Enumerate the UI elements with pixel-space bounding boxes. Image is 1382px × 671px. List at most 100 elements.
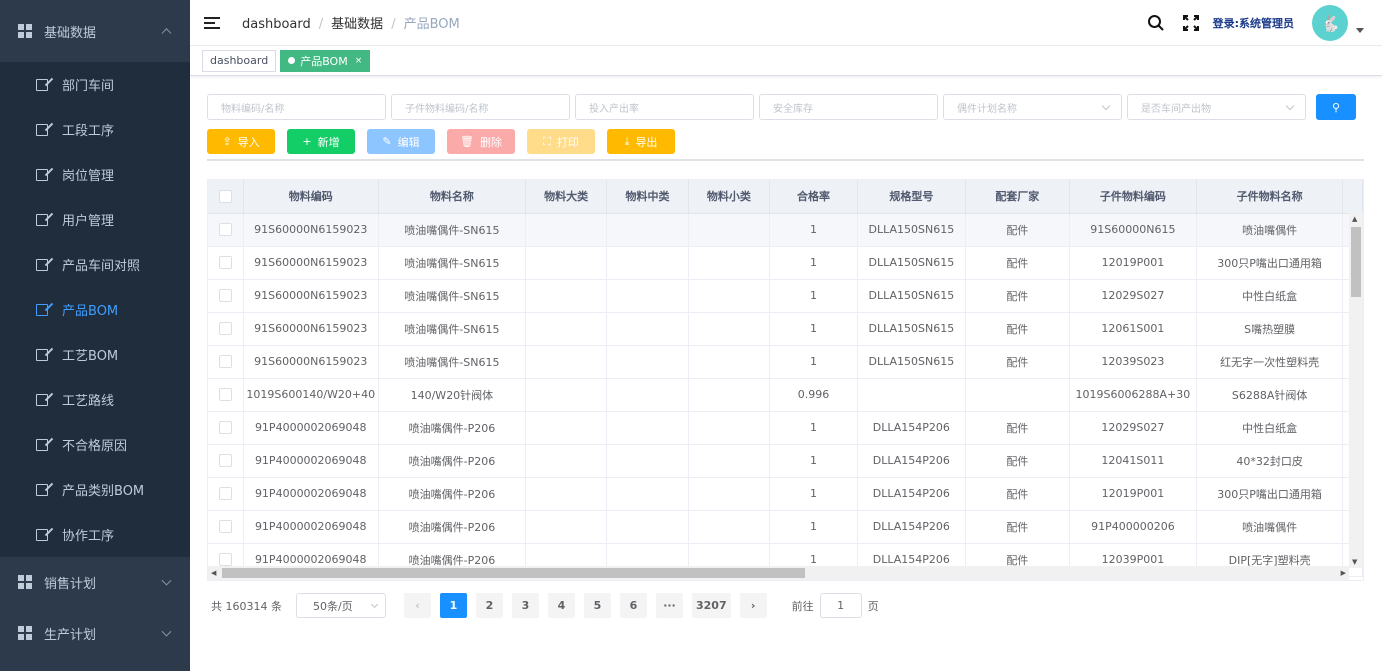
hamburger-icon[interactable] (204, 16, 220, 29)
tag-dashboard[interactable]: dashboard (202, 49, 277, 72)
column-header[interactable]: 物料名称 (378, 180, 527, 214)
table-cell (606, 279, 689, 313)
page-button[interactable]: 1 (439, 593, 467, 618)
filter-select[interactable]: 偶件计划名称 (943, 94, 1122, 120)
table-cell: 91P4000002069048 (243, 510, 379, 544)
table-cell: 喷油嘴偶件-SN615 (378, 246, 527, 280)
sidebar-item[interactable]: 工艺路线 (0, 377, 190, 422)
menu-group-production-plan[interactable]: 生产计划 (0, 607, 190, 659)
edit-icon (36, 528, 48, 541)
filter-input[interactable]: 子件物料编码/名称 (391, 94, 570, 120)
sidebar-item[interactable]: 工段工序 (0, 107, 190, 152)
sidebar-item[interactable]: 不合格原因 (0, 422, 190, 467)
breadcrumb-item: 产品BOM (403, 17, 460, 32)
vertical-scrollbar[interactable]: ▲ ▼ (1349, 213, 1363, 568)
row-checkbox[interactable] (218, 388, 232, 402)
goto-page-input[interactable]: 1 (819, 593, 862, 618)
plus-button[interactable]: + 新增 (287, 129, 355, 154)
row-checkbox[interactable] (218, 520, 232, 534)
table-cell (606, 477, 689, 511)
sidebar-item[interactable]: 部门车间 (0, 62, 190, 107)
column-header[interactable]: 子件物料编码 (1069, 180, 1197, 214)
avatar[interactable]: 🐇 (1312, 5, 1348, 41)
filter-input[interactable]: 物料编码/名称 (207, 94, 386, 120)
column-header[interactable]: 物料大类 (525, 180, 608, 214)
row-checkbox[interactable] (218, 355, 232, 369)
filter-input[interactable]: 投入产出率 (575, 94, 754, 120)
sidebar-item[interactable]: 产品类别BOM (0, 467, 190, 512)
sidebar-item[interactable]: 工艺BOM (0, 332, 190, 377)
row-checkbox[interactable] (218, 454, 232, 468)
table-row[interactable]: 91P4000002069048 喷油嘴偶件-P206 1 DLLA154P206 配件… (208, 510, 1363, 544)
page-button[interactable]: 2 (475, 593, 503, 618)
button-label: 新增 (317, 135, 340, 149)
table-row[interactable]: 91P4000002069048 喷油嘴偶件-P206 1 DLLA154P206 配件… (208, 444, 1363, 478)
search-icon[interactable] (1147, 14, 1165, 32)
page-size-select[interactable]: 50条/页 (295, 593, 386, 618)
caret-down-icon[interactable] (1356, 27, 1364, 33)
column-header[interactable]: 合格率 (769, 180, 859, 214)
sidebar-item[interactable]: 协作工序 (0, 512, 190, 557)
column-header[interactable]: 配套厂家 (965, 180, 1071, 214)
column-header[interactable]: 规格型号 (857, 180, 966, 214)
sidebar-item-label: 工段工序 (62, 124, 115, 139)
row-checkbox[interactable] (218, 487, 232, 501)
download-button[interactable]: ⤓ 导出 (607, 129, 675, 154)
sidebar-item[interactable]: 岗位管理 (0, 152, 190, 197)
table-row[interactable]: 1019S600140/W20+40 140/W20针阀体 0.996 1019S60… (208, 378, 1363, 412)
page-button[interactable]: 4 (547, 593, 575, 618)
column-header[interactable]: 物料编码 (243, 180, 379, 214)
page-button[interactable]: 5 (583, 593, 611, 618)
breadcrumb-item[interactable]: dashboard (242, 17, 311, 32)
column-header[interactable]: 物料小类 (688, 180, 770, 214)
delete-button[interactable]: 🗑 删除 (447, 129, 515, 154)
sidebar-item[interactable]: 用户管理 (0, 197, 190, 242)
edit-button[interactable]: ✎ 编辑 (367, 129, 435, 154)
prev-page-button[interactable]: ‹ (403, 593, 431, 618)
sidebar-item[interactable]: 产品车间对照 (0, 242, 190, 287)
breadcrumb-item[interactable]: 基础数据 (331, 17, 384, 32)
table-row[interactable]: 91P4000002069048 喷油嘴偶件-P206 1 DLLA154P206 配件… (208, 411, 1363, 445)
table-row[interactable]: 91S60000N6159023 喷油嘴偶件-SN615 1 DLLA150SN615… (208, 213, 1363, 247)
search-button[interactable]: ⚲ (1316, 94, 1356, 120)
table-row[interactable]: 91S60000N6159023 喷油嘴偶件-SN615 1 DLLA150SN615… (208, 312, 1363, 346)
select-all-cell (208, 180, 244, 214)
row-checkbox[interactable] (218, 256, 232, 270)
row-checkbox[interactable] (218, 421, 232, 435)
table-cell: 喷油嘴偶件 (1196, 213, 1344, 247)
fullscreen-icon[interactable] (1182, 15, 1199, 31)
upload-button[interactable]: ⇪ 导入 (207, 129, 275, 154)
next-page-button[interactable]: › (739, 593, 767, 618)
table-cell: 91S60000N6159023 (243, 345, 379, 379)
select-all-checkbox[interactable] (218, 190, 232, 203)
table-row[interactable]: 91S60000N6159023 喷油嘴偶件-SN615 1 DLLA150SN615… (208, 345, 1363, 379)
table-cell: 1 (769, 477, 859, 511)
table-cell (525, 213, 608, 247)
page-button[interactable]: ··· (655, 593, 683, 618)
table-row[interactable]: 91S60000N6159023 喷油嘴偶件-SN615 1 DLLA150SN615… (208, 246, 1363, 280)
close-icon[interactable]: × (354, 55, 363, 66)
table-row[interactable]: 91S60000N6159023 喷油嘴偶件-SN615 1 DLLA150SN615… (208, 279, 1363, 313)
row-checkbox[interactable] (218, 322, 232, 336)
edit-icon (36, 393, 48, 406)
row-checkbox[interactable] (218, 223, 232, 237)
row-checkbox[interactable] (218, 289, 232, 303)
column-header[interactable]: 子件物料名称 (1196, 180, 1344, 214)
edit-icon (36, 168, 48, 181)
table-row[interactable]: 91P4000002069048 喷油嘴偶件-P206 1 DLLA154P206 配件… (208, 477, 1363, 511)
button-label: 删除 (479, 135, 502, 149)
page-button[interactable]: 6 (619, 593, 647, 618)
horizontal-scrollbar[interactable]: ◀ ▶ (208, 566, 1349, 580)
filter-select[interactable]: 是否车间产出物 (1127, 94, 1306, 120)
filter-input[interactable]: 安全库存 (759, 94, 938, 120)
row-checkbox[interactable] (218, 553, 232, 567)
table-cell: 喷油嘴偶件-P206 (378, 510, 527, 544)
page-button[interactable]: 3207 (691, 593, 731, 618)
menu-group-sales-plan[interactable]: 销售计划 (0, 557, 190, 607)
page-button[interactable]: 3 (511, 593, 539, 618)
sidebar-item[interactable]: 产品BOM (0, 287, 190, 332)
tag-product-bom[interactable]: 产品BOM × (280, 49, 371, 72)
menu-group-basic-data[interactable]: 基础数据 (0, 0, 190, 62)
print-button[interactable]: ⛶ 打印 (527, 129, 595, 154)
column-header[interactable]: 物料中类 (606, 180, 689, 214)
